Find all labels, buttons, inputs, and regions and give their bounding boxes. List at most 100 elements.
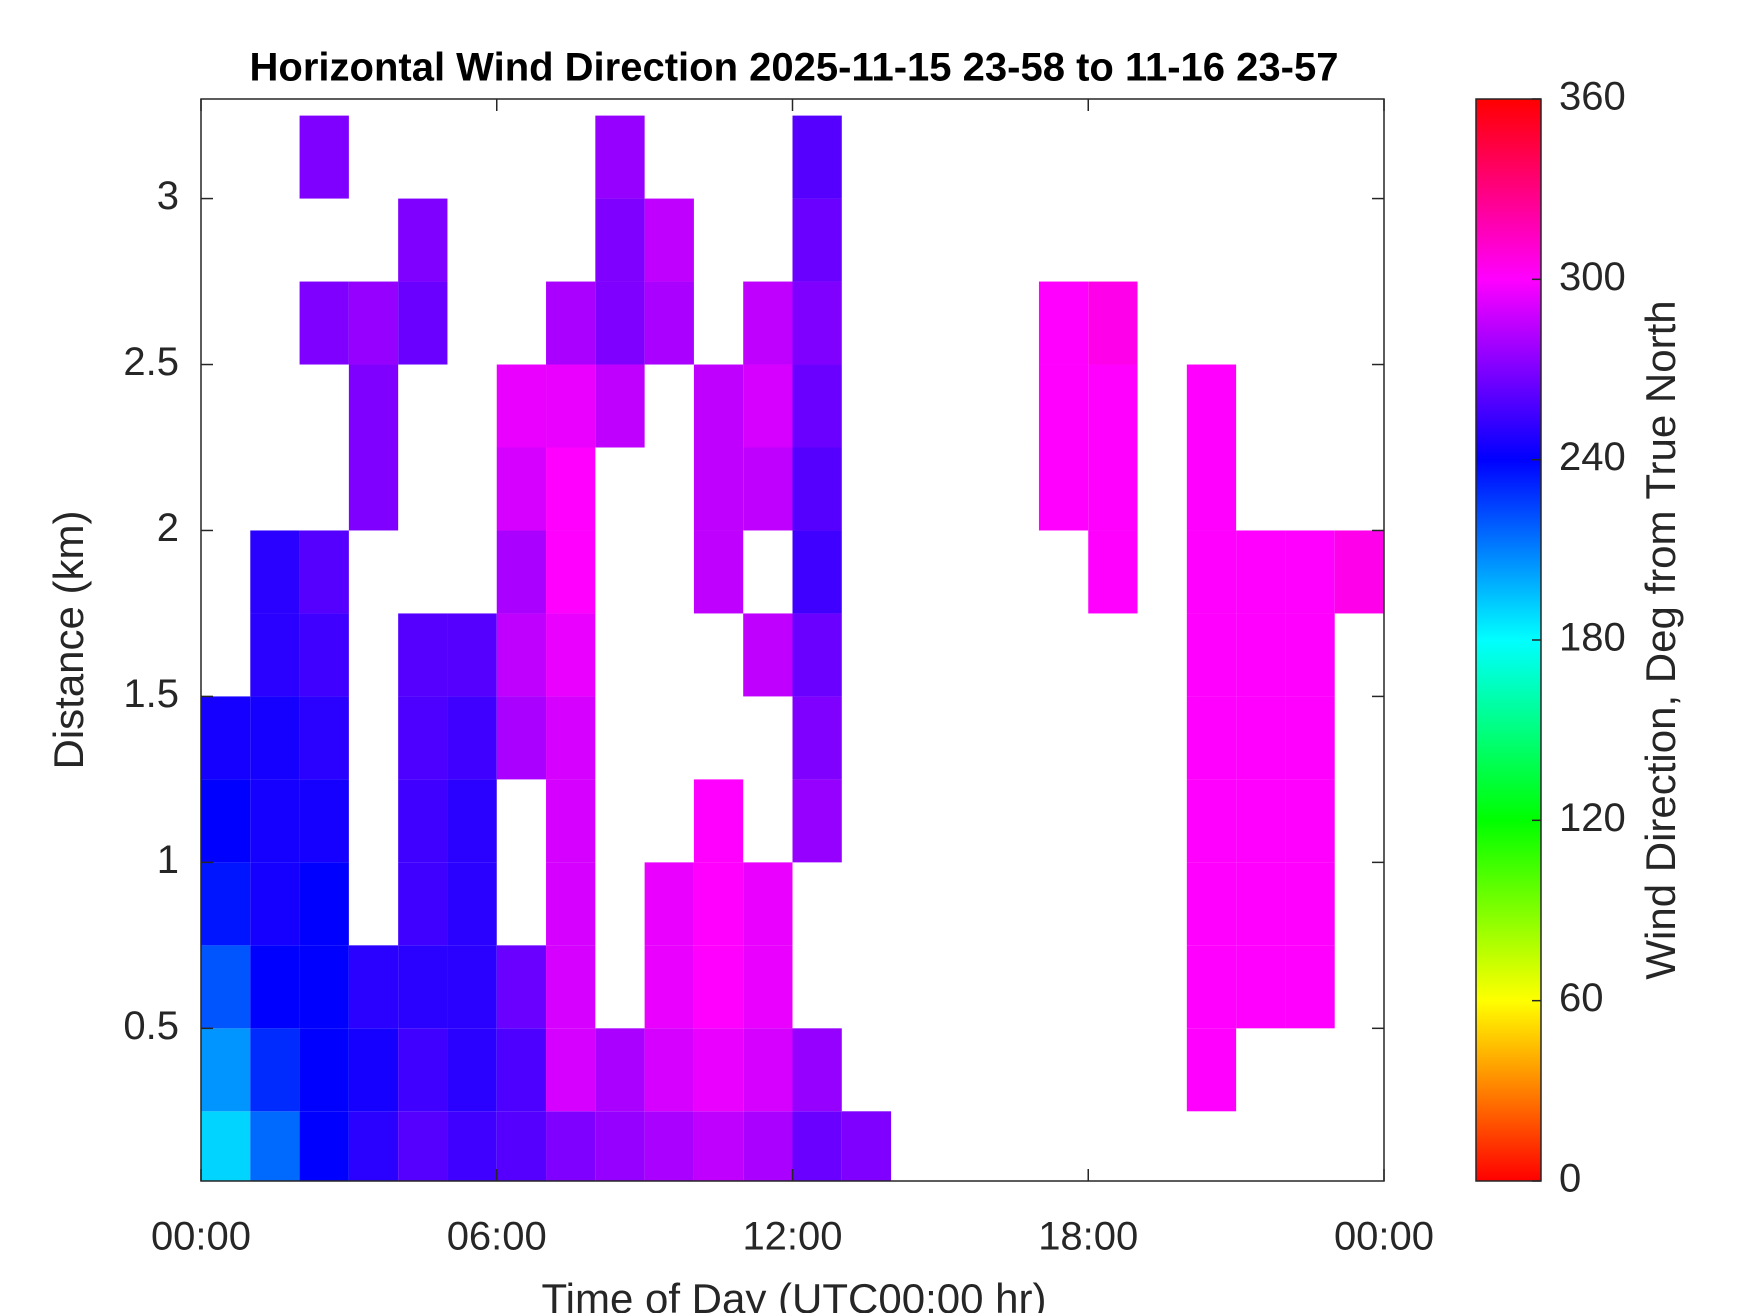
heat-cell (250, 779, 300, 863)
heat-cell (1038, 281, 1089, 365)
heat-cell (250, 530, 300, 614)
heat-cell (546, 281, 596, 365)
x-tick-label: 18:00 (1038, 1215, 1138, 1259)
heat-cell (299, 613, 349, 697)
heat-cell (743, 1028, 793, 1112)
heat-cell (496, 696, 547, 780)
heat-cell (398, 1028, 448, 1112)
heat-cell (1088, 364, 1138, 448)
heat-cell (1236, 613, 1286, 697)
heat-cell (743, 364, 793, 448)
heat-cell (1088, 447, 1138, 531)
heat-cell (546, 530, 596, 614)
heat-cell (348, 364, 399, 448)
heat-cell (1285, 696, 1335, 780)
heat-cell (201, 779, 251, 863)
heat-cell (299, 281, 349, 365)
heat-cell (348, 945, 399, 1029)
colorbar-tick-label: 360 (1559, 75, 1626, 119)
heat-cell (398, 779, 448, 863)
heat-cell (546, 945, 596, 1029)
y-tick-label: 1.5 (123, 672, 179, 716)
heat-cell (201, 1028, 251, 1112)
heat-cell (447, 1111, 497, 1181)
heat-cell (250, 1111, 300, 1181)
heat-cell (792, 447, 842, 531)
y-tick-label: 0.5 (123, 1004, 179, 1048)
heat-cell (792, 1028, 842, 1112)
heat-cell (595, 1111, 645, 1181)
heat-cell (792, 613, 842, 697)
chart-title: Horizontal Wind Direction 2025-11-15 23-… (250, 46, 1339, 90)
heat-cell (1236, 779, 1286, 863)
heat-cell (201, 696, 251, 780)
x-tick-label: 00:00 (151, 1215, 251, 1259)
heat-cell (644, 945, 694, 1029)
heat-cell (201, 862, 251, 946)
heat-cell (496, 364, 547, 448)
heat-cell (1285, 530, 1335, 614)
heat-cell (1186, 364, 1237, 448)
heat-cell (693, 530, 744, 614)
heat-cell (496, 447, 547, 531)
heat-cell (743, 281, 793, 365)
heat-cell (595, 364, 645, 448)
heat-cell (496, 1111, 547, 1181)
heat-cell (398, 1111, 448, 1181)
heat-cell (1236, 945, 1286, 1029)
heat-cell (792, 115, 842, 199)
heat-cell (1186, 945, 1237, 1029)
heat-cell (546, 613, 596, 697)
heat-cell (250, 862, 300, 946)
heat-cell (1088, 530, 1138, 614)
heat-cell (546, 1111, 596, 1181)
colorbar-tick-label: 300 (1559, 255, 1626, 299)
heat-cell (693, 945, 744, 1029)
colorbar-tick-label: 180 (1559, 616, 1626, 660)
heat-cell (299, 779, 349, 863)
heat-cell (1038, 447, 1089, 531)
heat-cell (1285, 945, 1335, 1029)
heat-cell (1186, 862, 1237, 946)
y-tick-label: 1 (157, 838, 179, 882)
heat-cell (546, 1028, 596, 1112)
heat-cell (644, 1111, 694, 1181)
heat-cell (1038, 364, 1089, 448)
heat-cell (398, 696, 448, 780)
heat-cell (250, 613, 300, 697)
heat-cell (299, 115, 349, 199)
heat-cell (447, 945, 497, 1029)
heat-cell (792, 198, 842, 282)
heat-cell (348, 1111, 399, 1181)
heat-cell (496, 945, 547, 1029)
heat-cell (595, 1028, 645, 1112)
heat-cell (743, 1111, 793, 1181)
heat-cell (447, 1028, 497, 1112)
heat-cell (201, 1111, 251, 1181)
heat-cell (644, 198, 694, 282)
x-tick-label: 06:00 (447, 1215, 547, 1259)
heat-cell (693, 1111, 744, 1181)
heat-cell (250, 696, 300, 780)
heat-cell (447, 862, 497, 946)
heat-cell (299, 696, 349, 780)
heat-cell (496, 613, 547, 697)
heat-cell (1186, 1028, 1237, 1112)
heat-cell (792, 281, 842, 365)
colorbar (1475, 98, 1542, 1182)
heat-cell (693, 364, 744, 448)
heat-cell (792, 696, 842, 780)
heat-cell (201, 945, 251, 1029)
heat-cell (1236, 530, 1286, 614)
colorbar-tick-label: 0 (1559, 1157, 1581, 1201)
heat-cell (1285, 862, 1335, 946)
heat-cell (398, 613, 448, 697)
heat-cell (299, 862, 349, 946)
heat-cell (595, 198, 645, 282)
heat-cell (1186, 696, 1237, 780)
heat-cell (348, 281, 399, 365)
heat-cell (1334, 530, 1384, 614)
x-axis-label: Time of Day (UTC00:00 hr) (542, 1275, 1047, 1313)
